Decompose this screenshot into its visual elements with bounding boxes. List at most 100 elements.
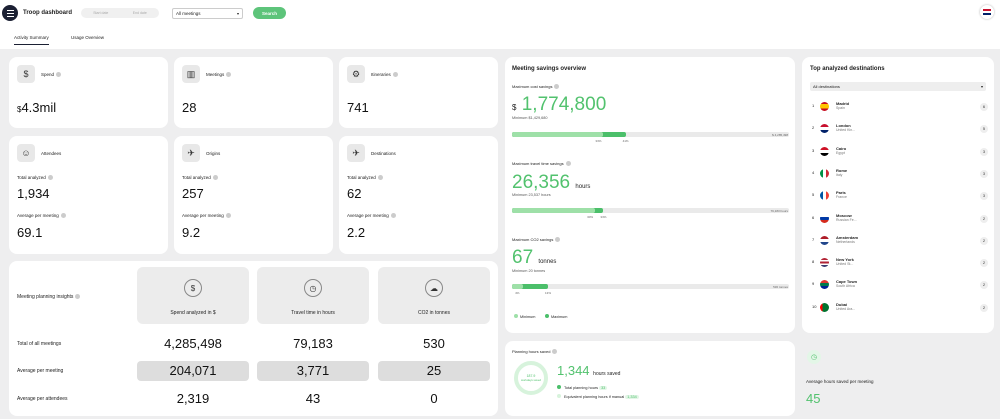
legend-dot bbox=[545, 314, 549, 318]
destination-country: France bbox=[836, 195, 847, 200]
meetings-select[interactable]: All meetings ▾ bbox=[172, 8, 243, 19]
itineraries-label: Itineraries bbox=[371, 72, 398, 78]
dollar-icon: $ bbox=[17, 65, 35, 83]
destination-count: 2 bbox=[980, 303, 988, 312]
total-planning-hours: Total planning hours 33 bbox=[557, 385, 608, 390]
table-cell: 0 bbox=[430, 391, 438, 406]
cost-pct-min: 33% bbox=[595, 139, 602, 143]
spend-column-label: Spend analyzed in $ bbox=[170, 310, 216, 316]
destinations-filter[interactable]: All destinations ▾ bbox=[810, 82, 986, 91]
itineraries-card: ⚙ Itineraries 741 bbox=[339, 57, 498, 128]
destination-row[interactable]: 4 Rome Italy 3 bbox=[812, 168, 988, 180]
co2-savings-value: 67 tonnes bbox=[512, 247, 557, 268]
info-icon[interactable] bbox=[392, 72, 398, 78]
meetings-label: Meetings bbox=[206, 72, 232, 78]
destination-row[interactable]: 5 Paris France 3 bbox=[812, 190, 988, 202]
top-destinations-card: Top analyzed destinations All destinatio… bbox=[802, 57, 994, 333]
flag-icon bbox=[820, 124, 829, 134]
destination-city: Madrid bbox=[836, 101, 850, 106]
destination-row[interactable]: 2 London United Kin... 5 bbox=[812, 123, 988, 135]
flag-icon bbox=[820, 168, 829, 178]
flag-icon bbox=[820, 102, 829, 111]
cost-savings-label: Maximum cost savings bbox=[512, 84, 560, 90]
destination-city: Amsterdam bbox=[836, 234, 859, 240]
origins-card: ✈ Origins Total analyzed 257 Average per… bbox=[174, 136, 333, 254]
info-icon[interactable] bbox=[47, 175, 53, 181]
destination-row[interactable]: 9 Cape Town South Africa 2 bbox=[812, 279, 988, 291]
cost-pct-max: 41% bbox=[622, 139, 629, 143]
tab-activity-summary[interactable]: Activity Summary bbox=[14, 35, 49, 45]
destination-row[interactable]: 8 New York United St... 2 bbox=[812, 257, 988, 269]
destinations-avg: 2.2 bbox=[347, 225, 366, 240]
info-icon[interactable] bbox=[226, 72, 232, 78]
donut-value: 187.9 bbox=[526, 374, 536, 378]
info-icon[interactable] bbox=[225, 213, 231, 219]
avg-hours-label: Average hours saved per meeting bbox=[806, 379, 874, 384]
destination-count: 3 bbox=[980, 169, 988, 178]
spend-label: Spend bbox=[41, 72, 62, 78]
info-icon[interactable] bbox=[554, 84, 560, 90]
destinations-total: 62 bbox=[347, 186, 362, 201]
chevron-down-icon: ▾ bbox=[980, 84, 983, 89]
info-icon[interactable] bbox=[555, 237, 561, 243]
origins-total-label: Total analyzed bbox=[182, 175, 218, 181]
time-total-label: 79,183 hours bbox=[770, 209, 788, 213]
highlight-pill bbox=[257, 361, 369, 381]
destination-city: London bbox=[836, 123, 851, 129]
tab-usage-overview[interactable]: Usage Overview bbox=[71, 35, 105, 40]
destination-row[interactable]: 10 Dubai United Ara... 2 bbox=[812, 302, 988, 314]
total-badge: 33 bbox=[599, 386, 608, 390]
info-icon[interactable] bbox=[212, 175, 218, 181]
destination-count: 6 bbox=[980, 103, 988, 111]
destination-city: Cairo bbox=[836, 145, 847, 151]
flag-icon bbox=[820, 146, 829, 156]
destination-city: New York bbox=[836, 257, 854, 263]
destination-rank: 7 bbox=[812, 236, 815, 242]
language-selector[interactable] bbox=[980, 5, 994, 19]
manual-planning-hours: Equivalent planning hours if manual 1,33… bbox=[557, 394, 639, 399]
attendees-avg: 69.1 bbox=[17, 225, 43, 240]
info-icon[interactable] bbox=[377, 175, 383, 181]
planning-title: Planning hours saved bbox=[512, 349, 558, 355]
destination-row[interactable]: 7 Amsterdam Netherlands 2 bbox=[812, 235, 988, 247]
end-date-input[interactable]: End date bbox=[132, 11, 147, 15]
insights-title: Meeting planning insights bbox=[17, 294, 81, 300]
destination-country: United St... bbox=[836, 262, 854, 267]
destination-city: Rome bbox=[836, 167, 848, 173]
meetings-value: 28 bbox=[182, 100, 197, 115]
table-cell: 204,071 bbox=[169, 363, 217, 378]
info-icon[interactable] bbox=[552, 349, 558, 355]
co2-max-fill bbox=[512, 284, 548, 289]
cost-savings-bar: $ 4,285,498 bbox=[512, 132, 789, 137]
uk-flag-icon bbox=[983, 9, 991, 15]
attendees-total: 1,934 bbox=[17, 186, 50, 201]
stopwatch-icon: ◷ bbox=[807, 350, 821, 364]
date-range-picker[interactable]: Start date End date bbox=[81, 8, 159, 18]
menu-icon[interactable] bbox=[2, 5, 18, 21]
highlight-pill bbox=[378, 361, 490, 381]
co2-column-header: ☁ CO2 in tonnes bbox=[378, 267, 490, 324]
time-column-header: ◷ Travel time in hours bbox=[257, 267, 369, 324]
destination-city: Moscow bbox=[836, 212, 852, 218]
info-icon[interactable] bbox=[75, 294, 81, 300]
destination-row[interactable]: 3 Cairo Egypt 3 bbox=[812, 146, 988, 158]
destination-rank: 5 bbox=[812, 192, 815, 198]
destinations-filter-value: All destinations bbox=[813, 84, 840, 89]
destination-row[interactable]: 1 Madrid Spain 6 bbox=[812, 101, 988, 113]
info-icon[interactable] bbox=[56, 72, 62, 78]
info-icon[interactable] bbox=[60, 213, 66, 219]
table-cell: 4,285,498 bbox=[164, 336, 222, 351]
start-date-input[interactable]: Start date bbox=[93, 11, 109, 15]
stopwatch-icon: ◷ bbox=[304, 279, 322, 297]
destination-city: Cape Town bbox=[836, 279, 858, 285]
info-icon[interactable] bbox=[390, 213, 396, 219]
destination-country: Spain bbox=[836, 106, 845, 110]
meetings-select-value: All meetings bbox=[176, 11, 201, 16]
info-icon[interactable] bbox=[565, 161, 571, 167]
table-cell: 43 bbox=[305, 391, 321, 406]
co2-savings-label: Maximum CO2 savings bbox=[512, 237, 561, 243]
search-button[interactable]: Search bbox=[253, 7, 286, 19]
destination-count: 2 bbox=[980, 281, 988, 290]
destination-row[interactable]: 6 Moscow Russian Fe... 2 bbox=[812, 213, 988, 225]
co2-pct-max: 13% bbox=[545, 291, 552, 295]
